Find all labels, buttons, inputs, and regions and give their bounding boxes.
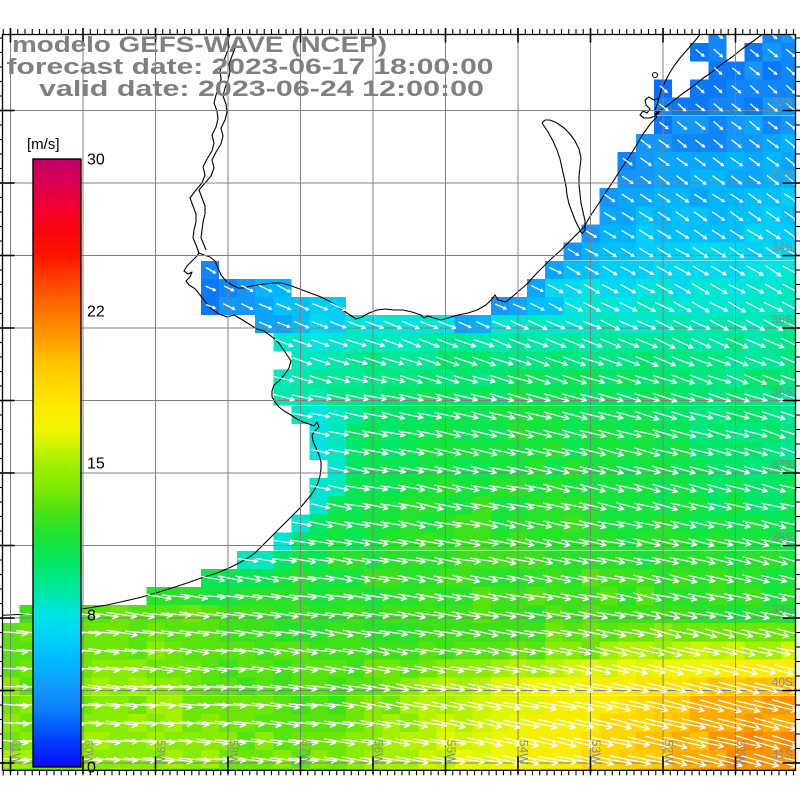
svg-text:valid date: 2023-06-24 12:00:0: valid date: 2023-06-24 12:00:00 <box>39 76 484 101</box>
svg-text:0: 0 <box>87 760 96 777</box>
svg-text:59W: 59W <box>154 740 168 765</box>
svg-text:41S: 41S <box>772 748 793 762</box>
svg-text:forecast date: 2023-06-17 18:0: forecast date: 2023-06-17 18:00:00 <box>7 54 494 79</box>
svg-text:33S: 33S <box>772 168 793 182</box>
svg-text:53W: 53W <box>589 740 603 765</box>
svg-text:15: 15 <box>87 456 105 473</box>
svg-text:56W: 56W <box>372 740 386 765</box>
svg-text:39S: 39S <box>772 603 793 617</box>
svg-text:22: 22 <box>87 304 105 321</box>
svg-text:30: 30 <box>87 152 105 169</box>
svg-text:35S: 35S <box>772 313 793 327</box>
svg-text:52W: 52W <box>662 740 676 765</box>
svg-text:38S: 38S <box>772 530 793 544</box>
svg-text:57W: 57W <box>299 740 313 765</box>
svg-text:55W: 55W <box>444 740 458 765</box>
svg-text:modelo GEFS-WAVE (NCEP): modelo GEFS-WAVE (NCEP) <box>12 32 387 57</box>
svg-text:61W: 61W <box>9 740 23 765</box>
svg-text:8: 8 <box>87 608 96 625</box>
svg-text:58W: 58W <box>227 740 241 765</box>
svg-text:54W: 54W <box>517 740 531 765</box>
svg-text:60W: 60W <box>82 740 96 765</box>
svg-text:51W: 51W <box>734 740 748 765</box>
svg-text:40S: 40S <box>772 675 793 689</box>
svg-text:34S: 34S <box>772 240 793 254</box>
svg-text:37S: 37S <box>772 458 793 472</box>
svg-text:36S: 36S <box>772 385 793 399</box>
svg-text:[m/s]: [m/s] <box>27 136 60 153</box>
svg-text:32S: 32S <box>772 95 793 109</box>
